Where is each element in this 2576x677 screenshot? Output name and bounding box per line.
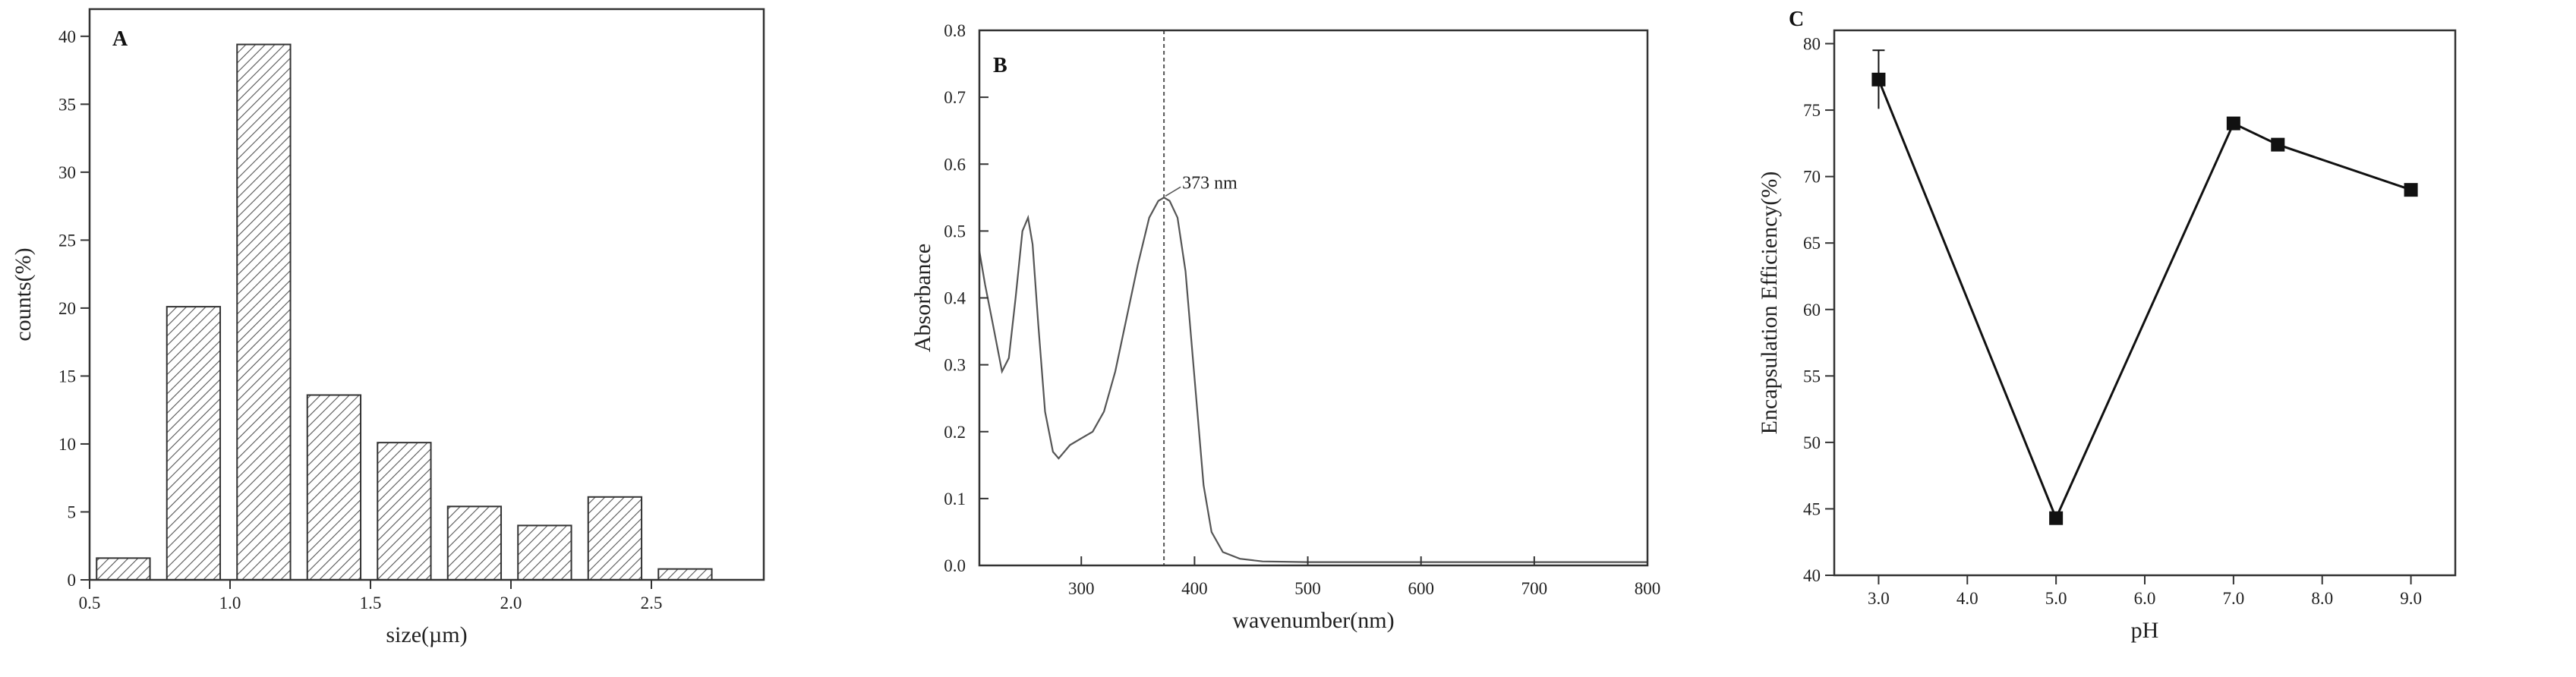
y-tick-label: 55 <box>1803 367 1821 386</box>
data-point <box>2404 183 2418 197</box>
x-tick-label: 8.0 <box>2311 589 2333 608</box>
x-tick-label: 2.0 <box>500 594 522 612</box>
chart-c-ticks: 3.0 4.0 5.0 6.0 7.0 8.0 9.0 40 45 50 55 60 65 70 75 80 <box>1803 35 2422 608</box>
bar <box>446 505 503 581</box>
y-tick-label: 80 <box>1803 35 1821 54</box>
chart-a-panel-label: A <box>112 27 128 51</box>
x-tick-label: 5.0 <box>2045 589 2067 608</box>
x-tick-label: 2.5 <box>641 594 663 612</box>
chart-b-panel-label: B <box>993 54 1007 77</box>
x-tick-label: 6.0 <box>2134 589 2156 608</box>
bar <box>236 43 292 581</box>
y-tick-label: 30 <box>58 163 76 182</box>
y-tick-label: 0.4 <box>944 289 966 308</box>
x-tick-label: 400 <box>1181 579 1208 598</box>
x-tick-label: 800 <box>1635 579 1661 598</box>
chart-c-x-axis-label: pH <box>2131 618 2159 643</box>
y-tick-label: 75 <box>1803 101 1821 120</box>
y-tick-label: 0.3 <box>944 356 966 375</box>
bar-series <box>96 43 713 581</box>
chart-c-plot-frame <box>1833 29 2457 577</box>
data-point <box>2226 116 2240 131</box>
bar <box>166 306 222 581</box>
efficiency-series <box>1871 49 2418 525</box>
data-point <box>2049 511 2064 525</box>
y-tick-label: 0.8 <box>944 21 966 40</box>
x-tick-label: 9.0 <box>2400 589 2422 608</box>
chart-a-x-axis-label: size(µm) <box>386 622 467 647</box>
spectrum-line <box>978 197 1647 563</box>
chart-b-x-axis-label: wavenumber(nm) <box>1232 608 1394 633</box>
x-tick-label: 1.0 <box>219 594 241 612</box>
bar <box>657 568 713 581</box>
y-tick-label: 25 <box>58 231 76 250</box>
x-tick-label: 4.0 <box>1956 589 1979 608</box>
x-tick-label: 700 <box>1521 579 1548 598</box>
chart-b: 300 400 500 600 700 800 0.0 0.1 0.2 0.3 0.4 0.5 0.6 0… <box>910 21 1660 633</box>
y-tick-label: 5 <box>68 502 77 521</box>
data-point <box>1871 72 1886 87</box>
bar <box>517 524 572 581</box>
y-tick-label: 0.6 <box>944 155 966 174</box>
y-tick-label: 65 <box>1803 234 1821 253</box>
y-tick-label: 35 <box>58 95 76 114</box>
chart-c-panel-label: C <box>1789 8 1804 31</box>
y-tick-label: 0.0 <box>944 556 966 575</box>
y-tick-label: 20 <box>58 299 76 318</box>
y-tick-label: 0.5 <box>944 222 966 241</box>
y-tick-label: 15 <box>58 367 76 386</box>
efficiency-line <box>1878 79 2412 521</box>
y-tick-label: 40 <box>58 27 76 46</box>
y-tick-label: 70 <box>1803 168 1821 187</box>
chart-c: 3.0 4.0 5.0 6.0 7.0 8.0 9.0404550556065707580 … <box>1757 8 2457 643</box>
bar <box>96 557 151 581</box>
x-tick-label: 300 <box>1068 579 1095 598</box>
chart-b-plot-frame <box>978 29 1649 567</box>
y-tick-label: 40 <box>1803 566 1821 585</box>
chart-b-ticks: 300 400 500 600 700 800 0.0 0.1 0.2 0.3 0.4 0.5 0.6 0… <box>944 21 1660 598</box>
bar <box>306 394 362 581</box>
chart-a-plot-frame <box>88 8 765 581</box>
spectrum-series <box>978 30 1647 565</box>
x-tick-label: 7.0 <box>2222 589 2244 608</box>
x-tick-label: 500 <box>1294 579 1321 598</box>
y-tick-label: 0.2 <box>944 423 966 442</box>
y-tick-label: 0.7 <box>944 88 966 107</box>
y-tick-label: 0.1 <box>944 490 966 509</box>
chart-a-y-axis-label: counts(%) <box>11 247 36 341</box>
y-tick-label: 10 <box>58 435 76 454</box>
bar <box>587 496 643 581</box>
peak-annotation: 373 nm <box>1182 173 1238 193</box>
y-tick-label: 60 <box>1803 301 1821 320</box>
y-tick-label: 0 <box>68 571 77 590</box>
bar <box>377 442 432 581</box>
chart-b-y-axis-label: Absorbance <box>910 244 935 352</box>
chart-c-y-axis-label: Encapsulation Efficiency(%) <box>1757 172 1782 435</box>
x-tick-label: 3.0 <box>1868 589 1890 608</box>
chart-a: 0.5 1.0 1.5 2.0 2.5 0 5 10 15 20 25 30 35 40 A size(µ… <box>11 8 765 647</box>
x-tick-label: 600 <box>1408 579 1434 598</box>
x-tick-label: 0.5 <box>79 594 101 612</box>
annotation-leader <box>1165 186 1181 197</box>
y-tick-label: 45 <box>1803 499 1821 518</box>
data-point <box>2271 137 2285 152</box>
y-tick-label: 50 <box>1803 433 1821 452</box>
chart-a-ticks: 0.5 1.0 1.5 2.0 2.5 0 5 10 15 20 25 30 35 40 <box>58 27 662 612</box>
x-tick-label: 1.5 <box>360 594 382 612</box>
